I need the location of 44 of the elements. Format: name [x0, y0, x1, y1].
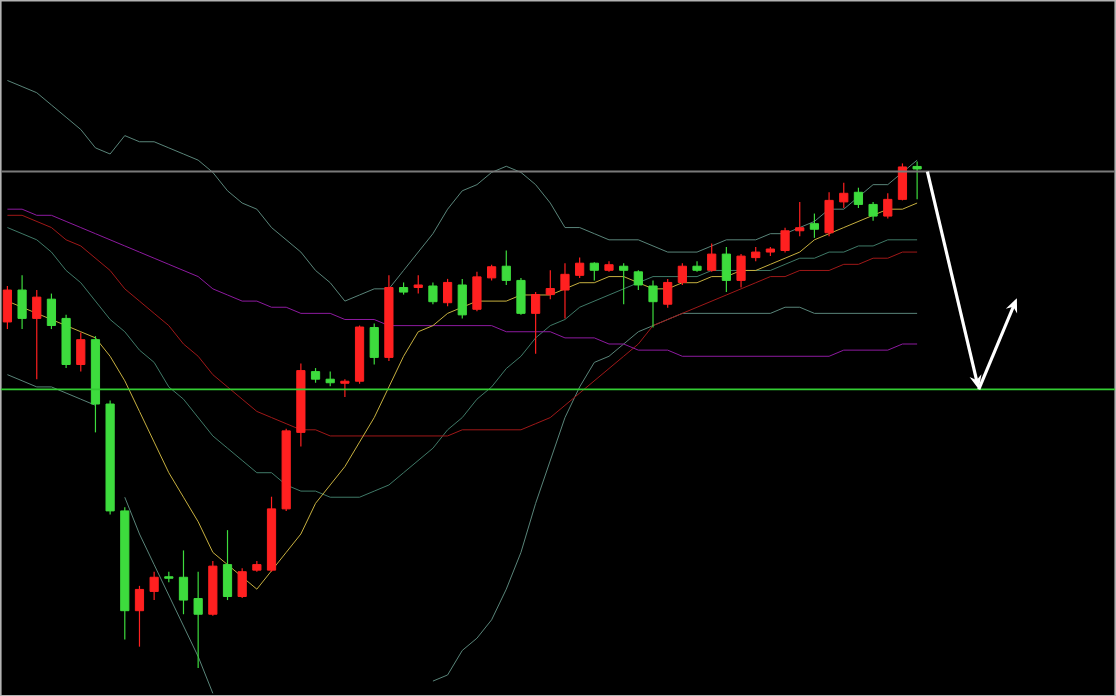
candlestick — [17, 274, 27, 330]
candlestick — [853, 186, 864, 209]
candlestick — [501, 249, 511, 286]
candlestick — [809, 212, 820, 239]
candlestick — [61, 313, 71, 369]
candlestick — [193, 570, 203, 669]
candlestick — [413, 274, 423, 294]
candlestick — [736, 253, 746, 288]
candlestick — [428, 281, 438, 305]
candlestick — [912, 160, 922, 200]
candlestick — [222, 529, 233, 601]
candlestick — [589, 261, 599, 281]
candlestick — [692, 260, 702, 273]
candlestick — [2, 285, 13, 330]
candlestick — [516, 277, 526, 316]
candlestick — [237, 567, 247, 599]
candlestick — [545, 269, 555, 300]
candlestick — [721, 246, 731, 293]
candlestick — [795, 201, 805, 237]
candlestick — [824, 191, 834, 237]
candlestick — [560, 262, 570, 319]
candlestick — [46, 292, 57, 330]
candlestick — [663, 278, 673, 309]
candlestick — [633, 269, 643, 291]
candlestick — [677, 262, 687, 286]
candlestick — [340, 378, 350, 398]
candlestick — [575, 256, 585, 279]
candlestick — [839, 181, 849, 209]
candlestick — [457, 278, 467, 319]
candlestick — [134, 584, 145, 647]
candlestick — [32, 289, 42, 380]
candlestick — [472, 270, 482, 312]
candlestick — [369, 322, 379, 365]
candlestick — [648, 279, 658, 328]
candlestick — [883, 192, 893, 219]
candlestick — [149, 570, 159, 601]
candlestick — [868, 201, 878, 221]
candlestick — [76, 331, 86, 372]
candlestick — [531, 291, 541, 355]
candlestick — [780, 226, 790, 253]
candlestick — [442, 278, 453, 307]
candlestick — [619, 262, 629, 305]
candlestick — [707, 242, 717, 273]
candlestick — [178, 549, 189, 615]
